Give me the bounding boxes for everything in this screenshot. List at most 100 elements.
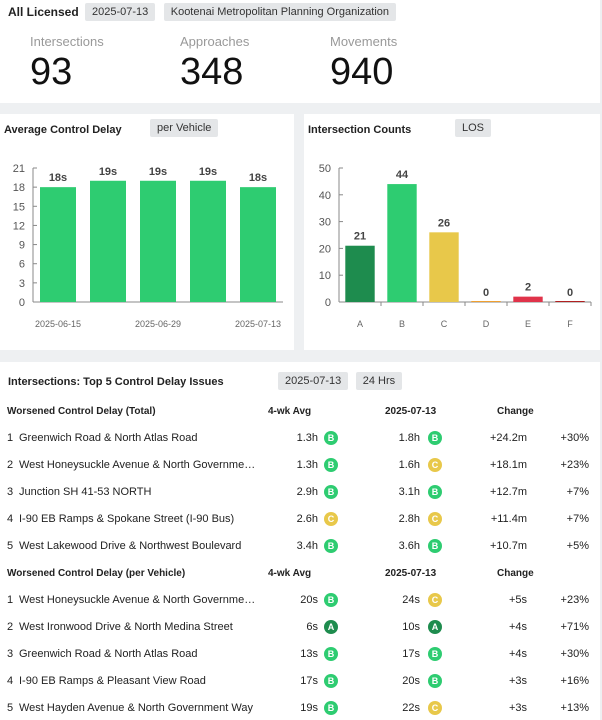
data-label: 21 xyxy=(354,231,366,243)
section-header: Worsened Control Delay (Total) 4-wk Avg 20… xyxy=(0,402,600,422)
current-value: 1.8h xyxy=(398,432,420,444)
intersection-name[interactable]: West Lakewood Drive & Northwest Boulevar… xyxy=(19,540,242,552)
table-row[interactable]: 4 I-90 EB Ramps & Pleasant View Road 17s B 2… xyxy=(0,668,600,695)
data-label: 19s xyxy=(149,166,167,178)
change-percent: +13% xyxy=(560,702,589,714)
x-tick-label: 2025-07-13 xyxy=(235,319,281,329)
avg-value: 19s xyxy=(300,702,318,714)
metric-label: Intersections xyxy=(30,34,104,49)
los-chip[interactable]: LOS xyxy=(455,119,492,137)
metric-label: Approaches xyxy=(180,34,250,49)
x-tick-label: 2025-06-29 xyxy=(135,319,181,329)
current-los-badge: C xyxy=(428,701,442,715)
issues-range-chip[interactable]: 24 Hrs xyxy=(355,372,403,390)
current-value: 3.1h xyxy=(398,486,420,498)
table-row[interactable]: 2 West Ironwood Drive & North Medina Stre… xyxy=(0,614,600,641)
intersection-name[interactable]: Greenwich Road & North Atlas Road xyxy=(19,432,198,444)
avg-value: 6s xyxy=(306,621,318,633)
row-rank: 3 xyxy=(7,648,14,660)
summary-title: All Licensed xyxy=(8,5,79,19)
avg-los-badge: B xyxy=(324,674,338,688)
column-header-change: Change xyxy=(497,568,534,579)
change-value: +4s xyxy=(508,621,527,633)
bar-2025-06-29 xyxy=(140,180,176,302)
y-tick-label: 0 xyxy=(19,297,25,309)
avg-los-badge: B xyxy=(324,539,338,553)
metric-value: 940 xyxy=(330,51,394,93)
bar-2025-07-06 xyxy=(190,180,226,302)
change-percent: +7% xyxy=(566,513,589,525)
bar-2025-06-22 xyxy=(90,180,126,302)
delay-chart-title: Average Control Delay xyxy=(4,124,122,136)
metric-label: Movements xyxy=(330,34,398,49)
y-tick-label: 10 xyxy=(319,270,331,282)
table-row[interactable]: 3 Greenwich Road & North Atlas Road 13s B 17… xyxy=(0,641,600,668)
table-row[interactable]: 2 West Honeysuckle Avenue & North Governm… xyxy=(0,452,600,479)
organization-chip[interactable]: Kootenai Metropolitan Planning Organizat… xyxy=(163,3,397,21)
avg-los-badge: A xyxy=(324,620,338,634)
avg-los-badge: B xyxy=(324,647,338,661)
row-rank: 1 xyxy=(7,432,14,444)
metric-value: 348 xyxy=(180,51,244,93)
issues-date-chip[interactable]: 2025-07-13 xyxy=(278,372,349,390)
intersection-name[interactable]: West Hayden Avenue & North Government Wa… xyxy=(19,702,253,714)
per-vehicle-chip[interactable]: per Vehicle xyxy=(150,119,219,137)
intersection-name[interactable]: I-90 EB Ramps & Spokane Street (I-90 Bus… xyxy=(19,513,235,525)
metric-approaches: Approaches 348 xyxy=(180,34,249,91)
intersection-name[interactable]: I-90 EB Ramps & Pleasant View Road xyxy=(19,675,206,687)
bar-A xyxy=(345,245,375,302)
table-row[interactable]: 5 West Hayden Avenue & North Government W… xyxy=(0,695,600,720)
change-value: +3s xyxy=(508,675,527,687)
counts-chart-card: Intersection Counts LOS 0 10 20 30 40 50 21 A 44… xyxy=(304,114,600,350)
table-row[interactable]: 5 West Lakewood Drive & Northwest Bouleva… xyxy=(0,533,600,560)
y-tick-label: 40 xyxy=(319,190,331,202)
date-chip[interactable]: 2025-07-13 xyxy=(85,3,156,21)
change-percent: +30% xyxy=(560,432,589,444)
y-tick-label: 20 xyxy=(319,243,331,255)
delay-chart-svg: 0 3 6 9 12 15 18 21 18s 19s 19s 19s 18s 2025-06-15 202… xyxy=(13,163,283,329)
table-row[interactable]: 1 West Honeysuckle Avenue & North Governm… xyxy=(0,587,600,614)
x-tick-label: D xyxy=(483,319,490,329)
change-value: +12.7m xyxy=(490,486,527,498)
intersection-name[interactable]: West Honeysuckle Avenue & North Governme… xyxy=(19,459,259,471)
avg-value: 1.3h xyxy=(296,459,318,471)
change-value: +18.1m xyxy=(490,459,527,471)
bar-C xyxy=(429,232,459,302)
x-tick-label: C xyxy=(441,319,448,329)
avg-value: 2.9h xyxy=(296,486,318,498)
row-rank: 4 xyxy=(7,513,14,525)
avg-los-badge: B xyxy=(324,593,338,607)
table-row[interactable]: 1 Greenwich Road & North Atlas Road 1.3h B 1… xyxy=(0,425,600,452)
intersection-name[interactable]: Junction SH 41-53 NORTH xyxy=(19,486,152,498)
data-label: 44 xyxy=(396,169,409,181)
current-value: 3.6h xyxy=(398,540,420,552)
change-percent: +7% xyxy=(566,486,589,498)
avg-value: 13s xyxy=(300,648,318,660)
y-tick-label: 12 xyxy=(13,220,25,232)
current-los-badge: B xyxy=(428,674,442,688)
current-value: 1.6h xyxy=(398,459,420,471)
y-tick-label: 9 xyxy=(19,240,25,252)
table-row[interactable]: 4 I-90 EB Ramps & Spokane Street (I-90 Bu… xyxy=(0,506,600,533)
current-los-badge: C xyxy=(428,593,442,607)
current-los-badge: C xyxy=(428,458,442,472)
y-tick-label: 50 xyxy=(319,163,331,175)
intersection-name[interactable]: West Ironwood Drive & North Medina Stree… xyxy=(19,621,233,633)
table-row[interactable]: 3 Junction SH 41-53 NORTH 2.9h B 3.1h B +12.7m… xyxy=(0,479,600,506)
row-rank: 5 xyxy=(7,702,14,714)
intersection-name[interactable]: Greenwich Road & North Atlas Road xyxy=(19,648,198,660)
avg-los-badge: B xyxy=(324,458,338,472)
current-los-badge: A xyxy=(428,620,442,634)
avg-value: 3.4h xyxy=(296,540,318,552)
change-percent: +5% xyxy=(566,540,589,552)
metric-movements: Movements 940 xyxy=(330,34,397,91)
intersection-name[interactable]: West Honeysuckle Avenue & North Governme… xyxy=(19,594,259,606)
current-los-badge: B xyxy=(428,431,442,445)
x-tick-label: 2025-06-15 xyxy=(35,319,81,329)
avg-value: 1.3h xyxy=(296,432,318,444)
current-value: 2.8h xyxy=(398,513,420,525)
x-tick-label: B xyxy=(399,319,405,329)
bar-D xyxy=(471,301,501,302)
current-los-badge: B xyxy=(428,539,442,553)
column-header-change: Change xyxy=(497,406,534,417)
